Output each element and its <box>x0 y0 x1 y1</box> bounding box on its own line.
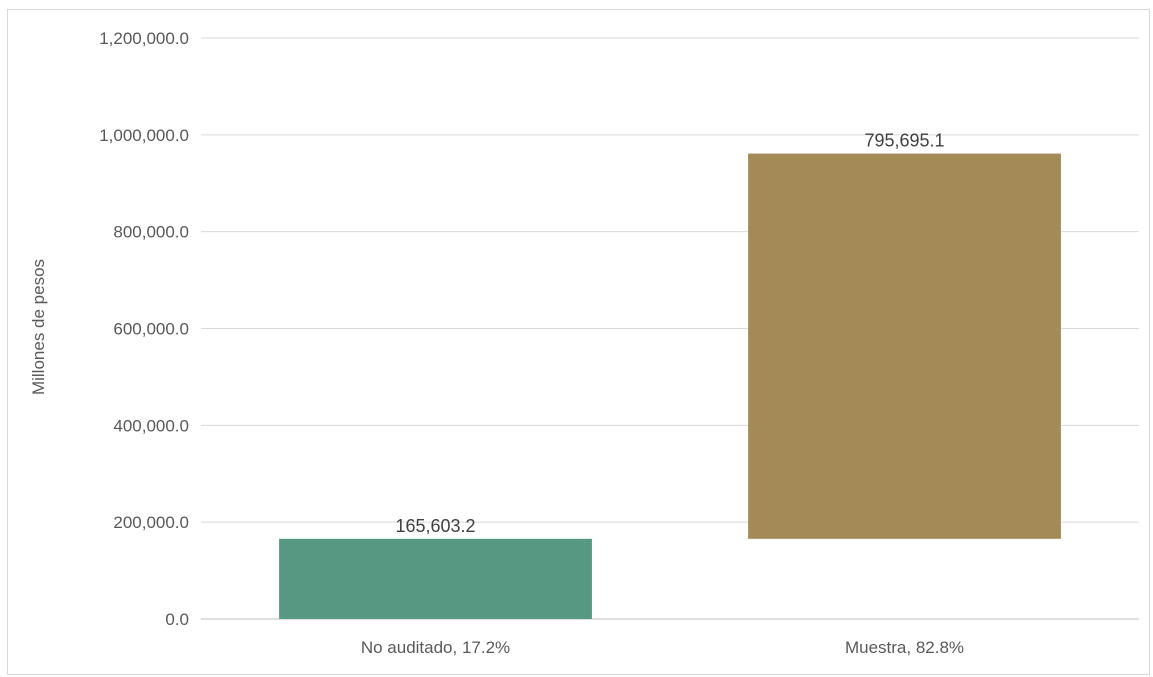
y-axis-title: Millones de pesos <box>29 259 48 395</box>
bars <box>279 153 1061 619</box>
bar <box>748 153 1061 539</box>
y-tick-label: 600,000.0 <box>113 320 189 339</box>
x-category-label: No auditado, 17.2% <box>361 638 510 657</box>
y-tick-label: 0.0 <box>165 610 189 629</box>
y-tick-label: 1,200,000.0 <box>99 29 189 48</box>
y-tick-label: 1,000,000.0 <box>99 126 189 145</box>
y-axis-ticks: 0.0 200,000.0 400,000.0 600,000.0 800,000.0 1… <box>99 29 189 629</box>
x-category-label: Muestra, 82.8% <box>845 638 964 657</box>
bar-data-label: 165,603.2 <box>395 516 475 536</box>
y-tick-label: 400,000.0 <box>113 416 189 435</box>
bar <box>279 538 592 619</box>
bar-data-label: 795,695.1 <box>864 131 944 151</box>
x-axis-categories: No auditado, 17.2% Muestra, 82.8% <box>361 638 964 657</box>
y-tick-label: 200,000.0 <box>113 513 189 532</box>
data-labels: 165,603.2 795,695.1 <box>395 131 944 536</box>
y-tick-label: 800,000.0 <box>113 223 189 242</box>
